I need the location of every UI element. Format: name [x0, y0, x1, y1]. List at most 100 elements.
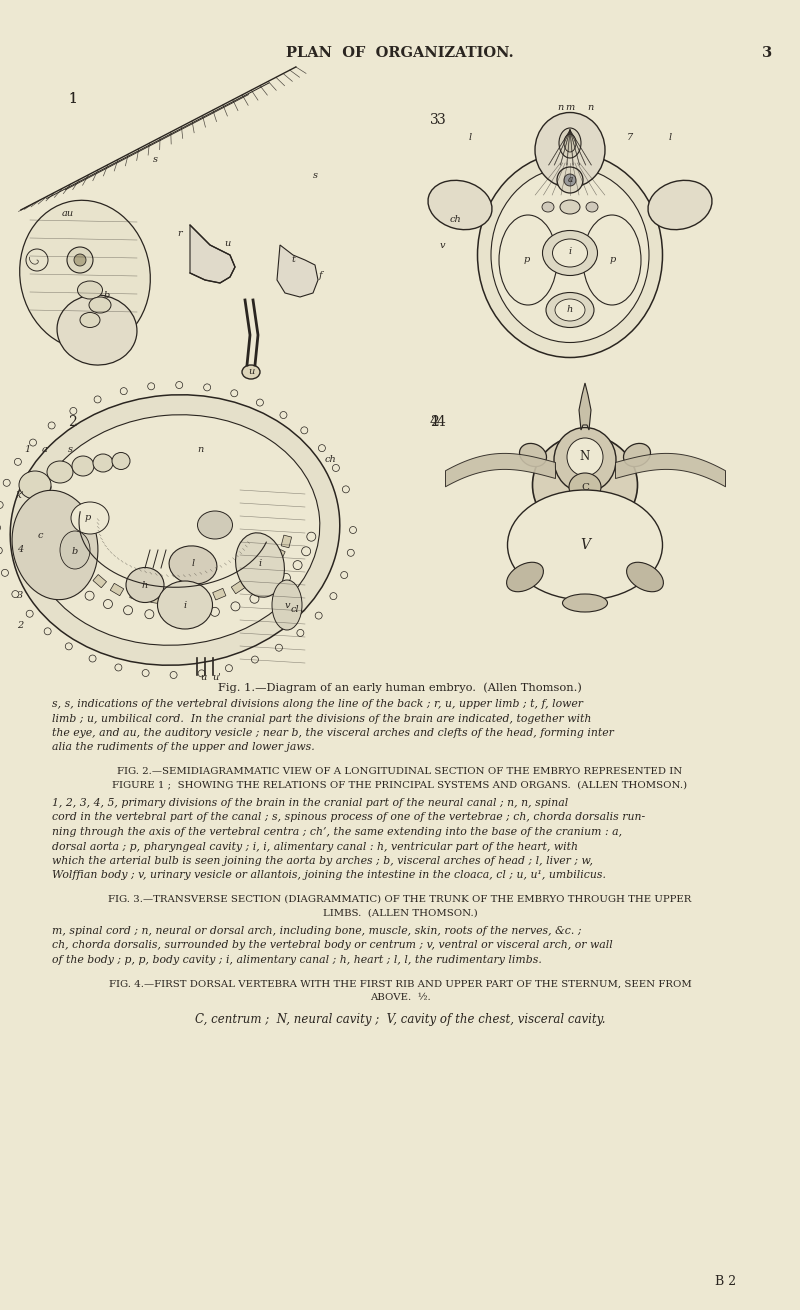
Text: v: v	[439, 241, 445, 249]
Text: V: V	[580, 538, 590, 552]
Polygon shape	[172, 596, 183, 604]
Text: FIGURE 1 ;  SHOWING THE RELATIONS OF THE PRINCIPAL SYSTEMS AND ORGANS.  (ALLEN T: FIGURE 1 ; SHOWING THE RELATIONS OF THE …	[113, 781, 687, 790]
Text: n: n	[197, 445, 203, 455]
Ellipse shape	[89, 297, 111, 313]
Polygon shape	[67, 552, 79, 566]
Ellipse shape	[19, 472, 51, 499]
Polygon shape	[58, 496, 69, 508]
Text: 3: 3	[17, 591, 23, 600]
Ellipse shape	[583, 215, 641, 305]
Ellipse shape	[546, 292, 594, 328]
Ellipse shape	[478, 152, 662, 358]
Text: s: s	[67, 445, 73, 455]
Text: 4: 4	[17, 545, 23, 554]
Text: FIG. 2.—SEMIDIAGRAMMATIC VIEW OF A LONGITUDINAL SECTION OF THE EMBRYO REPRESENTE: FIG. 2.—SEMIDIAGRAMMATIC VIEW OF A LONGI…	[118, 766, 682, 776]
Text: ABOVE.  ½.: ABOVE. ½.	[370, 993, 430, 1002]
Polygon shape	[110, 583, 124, 596]
Text: au: au	[62, 208, 74, 217]
Text: u: u	[224, 238, 230, 248]
Polygon shape	[190, 225, 235, 283]
Text: of the body ; p, p, body cavity ; i, alimentary canal ; h, heart ; l, l, the rud: of the body ; p, p, body cavity ; i, ali…	[52, 955, 542, 965]
Ellipse shape	[554, 427, 616, 493]
Text: 3: 3	[430, 113, 438, 127]
Text: ch: ch	[449, 216, 461, 224]
Ellipse shape	[198, 511, 233, 538]
Ellipse shape	[93, 455, 113, 472]
Ellipse shape	[507, 490, 662, 600]
Polygon shape	[231, 582, 245, 593]
Polygon shape	[579, 383, 591, 430]
Polygon shape	[277, 245, 318, 297]
Text: p: p	[610, 255, 616, 265]
Ellipse shape	[506, 562, 543, 592]
Ellipse shape	[559, 128, 581, 159]
Text: PLAN  OF  ORGANIZATION.: PLAN OF ORGANIZATION.	[286, 46, 514, 60]
Ellipse shape	[648, 181, 712, 229]
Ellipse shape	[30, 415, 320, 646]
Text: a: a	[567, 176, 573, 185]
Circle shape	[564, 174, 576, 186]
Text: n: n	[587, 102, 593, 111]
Ellipse shape	[560, 200, 580, 214]
Text: the eye, and au, the auditory vesicle ; near b, the visceral arches and clefts o: the eye, and au, the auditory vesicle ; …	[52, 728, 614, 738]
Ellipse shape	[78, 282, 102, 299]
Ellipse shape	[12, 490, 98, 600]
Polygon shape	[193, 593, 206, 604]
Text: u': u'	[213, 672, 222, 681]
Ellipse shape	[623, 443, 650, 466]
Polygon shape	[78, 563, 92, 578]
Text: 1: 1	[68, 92, 77, 106]
Ellipse shape	[10, 394, 340, 665]
Text: ch: ch	[324, 456, 336, 465]
Text: 1, 2, 3, 4, 5, primary divisions of the brain in the cranial part of the neural : 1, 2, 3, 4, 5, primary divisions of the …	[52, 798, 568, 808]
Polygon shape	[93, 575, 106, 588]
Ellipse shape	[553, 238, 587, 267]
Polygon shape	[274, 549, 285, 562]
Text: c: c	[38, 531, 42, 540]
Ellipse shape	[491, 168, 649, 342]
Ellipse shape	[272, 580, 302, 630]
Text: FIG. 4.—FIRST DORSAL VERTEBRA WITH THE FIRST RIB AND UPPER PART OF THE STERNUM, : FIG. 4.—FIRST DORSAL VERTEBRA WITH THE F…	[109, 980, 691, 989]
Text: C: C	[581, 483, 589, 493]
Text: 1: 1	[24, 445, 30, 455]
Ellipse shape	[542, 202, 554, 212]
Ellipse shape	[71, 502, 109, 534]
Text: Wolffian body ; v, urinary vesicle or allantois, joining the intestine in the cl: Wolffian body ; v, urinary vesicle or al…	[52, 871, 606, 880]
Text: i: i	[569, 248, 571, 257]
Ellipse shape	[533, 435, 638, 534]
Ellipse shape	[169, 546, 217, 584]
Text: a: a	[42, 445, 48, 455]
Ellipse shape	[72, 456, 94, 476]
Text: Fig. 1.—Diagram of an early human embryo.  (Allen Thomson.): Fig. 1.—Diagram of an early human embryo…	[218, 683, 582, 693]
Circle shape	[74, 254, 86, 266]
Text: t: t	[291, 255, 295, 265]
Text: l: l	[469, 132, 471, 141]
Ellipse shape	[626, 562, 663, 592]
Text: s: s	[153, 156, 158, 165]
Text: u: u	[200, 672, 206, 681]
Text: N: N	[580, 451, 590, 464]
Text: m, spinal cord ; n, neural or dorsal arch, including bone, muscle, skin, roots o: m, spinal cord ; n, neural or dorsal arc…	[52, 926, 582, 937]
Polygon shape	[60, 538, 70, 552]
Ellipse shape	[562, 593, 607, 612]
Text: ning through the axis of the vertebral centra ; ch’, the same extending into the: ning through the axis of the vertebral c…	[52, 827, 622, 837]
Ellipse shape	[535, 113, 605, 187]
Polygon shape	[281, 534, 292, 548]
Ellipse shape	[564, 134, 576, 152]
Text: FIG. 3.—TRANSVERSE SECTION (DIAGRAMMATIC) OF THE TRUNK OF THE EMBRYO THROUGH THE: FIG. 3.—TRANSVERSE SECTION (DIAGRAMMATIC…	[108, 895, 692, 904]
Text: B 2: B 2	[715, 1275, 736, 1288]
Text: 4: 4	[437, 415, 446, 428]
Text: C, centrum ;  N, neural cavity ;  V, cavity of the chest, visceral cavity.: C, centrum ; N, neural cavity ; V, cavit…	[194, 1013, 606, 1026]
Text: s: s	[313, 170, 318, 179]
Ellipse shape	[20, 200, 150, 350]
Ellipse shape	[569, 473, 601, 500]
Ellipse shape	[428, 181, 492, 229]
Ellipse shape	[567, 438, 603, 476]
Ellipse shape	[542, 231, 598, 275]
Text: b: b	[104, 291, 110, 300]
Ellipse shape	[60, 531, 90, 569]
Text: r: r	[178, 228, 182, 237]
Text: limb ; u, umbilical cord.  In the cranial part the divisions of the brain are in: limb ; u, umbilical cord. In the cranial…	[52, 714, 591, 723]
Text: which the arterial bulb is seen joining the aorta by arches ; b, visceral arches: which the arterial bulb is seen joining …	[52, 855, 593, 866]
Text: LIMBS.  (ALLEN THOMSON.): LIMBS. (ALLEN THOMSON.)	[322, 909, 478, 917]
